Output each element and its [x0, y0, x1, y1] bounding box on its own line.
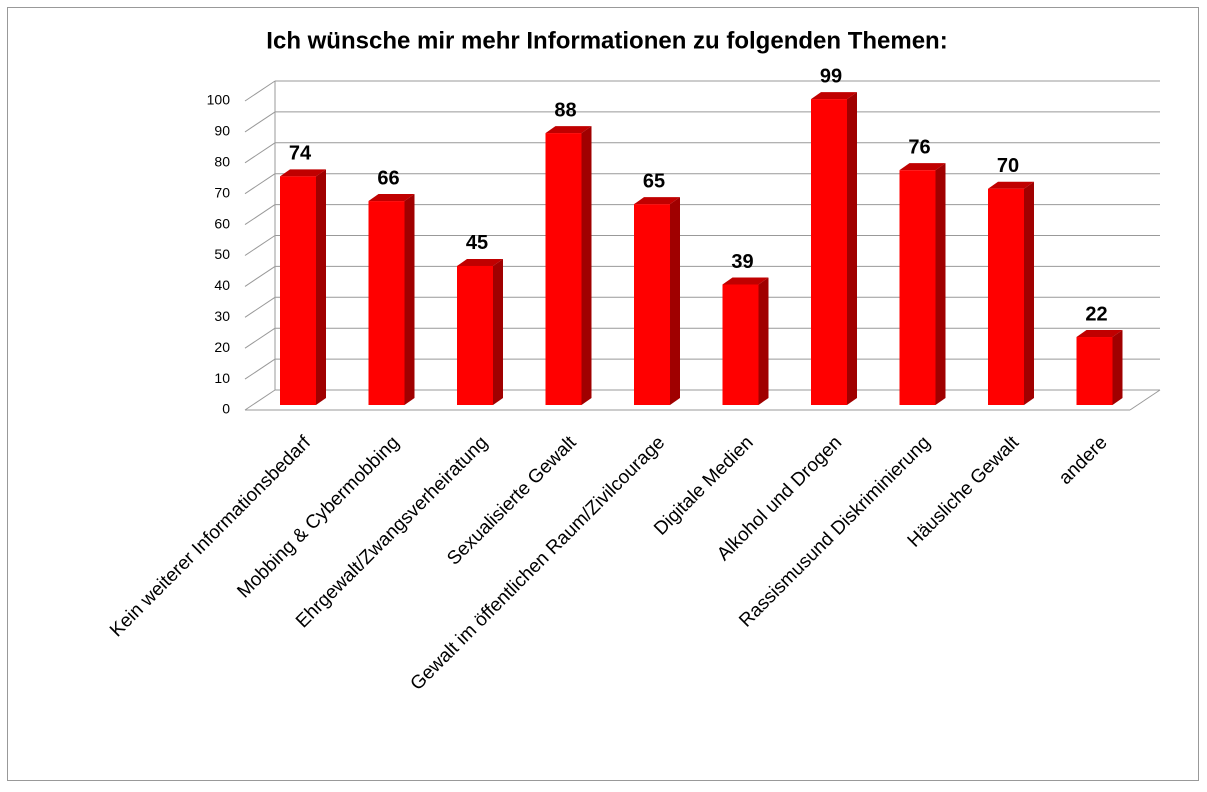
bar-side [404, 194, 415, 405]
bar-top [457, 258, 503, 266]
y-tick-label: 20 [214, 339, 230, 355]
bar-top [280, 169, 326, 177]
chart-title: Ich wünsche mir mehr Informationen zu fo… [266, 27, 947, 54]
grid-line-side [244, 204, 276, 226]
bar-top [899, 163, 946, 171]
grid-line-side [244, 265, 276, 287]
bar-top [722, 277, 769, 285]
value-label: 39 [731, 251, 753, 273]
grid-line-side [244, 235, 276, 256]
bar [811, 99, 847, 405]
bar-side [581, 126, 592, 405]
bar-side [670, 197, 680, 405]
y-tick-label: 90 [214, 123, 230, 139]
bar [280, 176, 316, 405]
floor-edge [1129, 389, 1161, 411]
bar-top [1076, 330, 1123, 338]
grid-line-side [244, 358, 276, 380]
bar [899, 170, 936, 405]
bar-side [316, 169, 326, 405]
y-tick-label: 0 [222, 401, 230, 417]
grid-line-side [244, 173, 276, 195]
bar [1076, 337, 1113, 405]
y-tick-label: 10 [214, 370, 230, 386]
y-tick-label: 70 [214, 184, 230, 200]
value-label: 70 [997, 155, 1019, 177]
bar-side [1024, 181, 1034, 405]
value-label: 99 [820, 65, 842, 87]
bar [988, 188, 1024, 405]
y-tick-label: 100 [207, 92, 231, 108]
grid-line-side [244, 111, 276, 133]
grid-line-side [244, 327, 276, 349]
y-tick-label: 30 [214, 308, 230, 324]
bar-top [545, 126, 592, 134]
grid-line-side [244, 296, 276, 318]
bar [722, 284, 759, 405]
y-tick-label: 80 [214, 154, 230, 170]
bar [634, 204, 670, 405]
bar-top [368, 194, 415, 202]
bar-top [634, 197, 680, 205]
bar-top [811, 92, 857, 100]
value-label: 45 [466, 232, 488, 254]
y-tick-label: 50 [214, 246, 230, 262]
bar-side [493, 258, 503, 405]
value-label: 74 [289, 143, 312, 165]
y-tick-label: 40 [214, 277, 230, 293]
grid-line-side [244, 80, 276, 102]
bar-side [847, 92, 857, 405]
bar-top [988, 181, 1034, 189]
bar [368, 201, 405, 405]
value-label: 76 [908, 136, 930, 158]
value-label: 22 [1085, 303, 1107, 325]
bar-side [1112, 330, 1123, 405]
grid-line-side [244, 389, 276, 411]
y-tick-label: 60 [214, 215, 230, 231]
value-label: 88 [554, 99, 576, 121]
grid-line-side [244, 142, 276, 164]
bar-side [758, 277, 769, 405]
value-label: 66 [377, 167, 399, 189]
bar [457, 265, 493, 405]
bar [545, 133, 582, 405]
value-label: 65 [643, 170, 665, 192]
bar-side [935, 163, 946, 405]
